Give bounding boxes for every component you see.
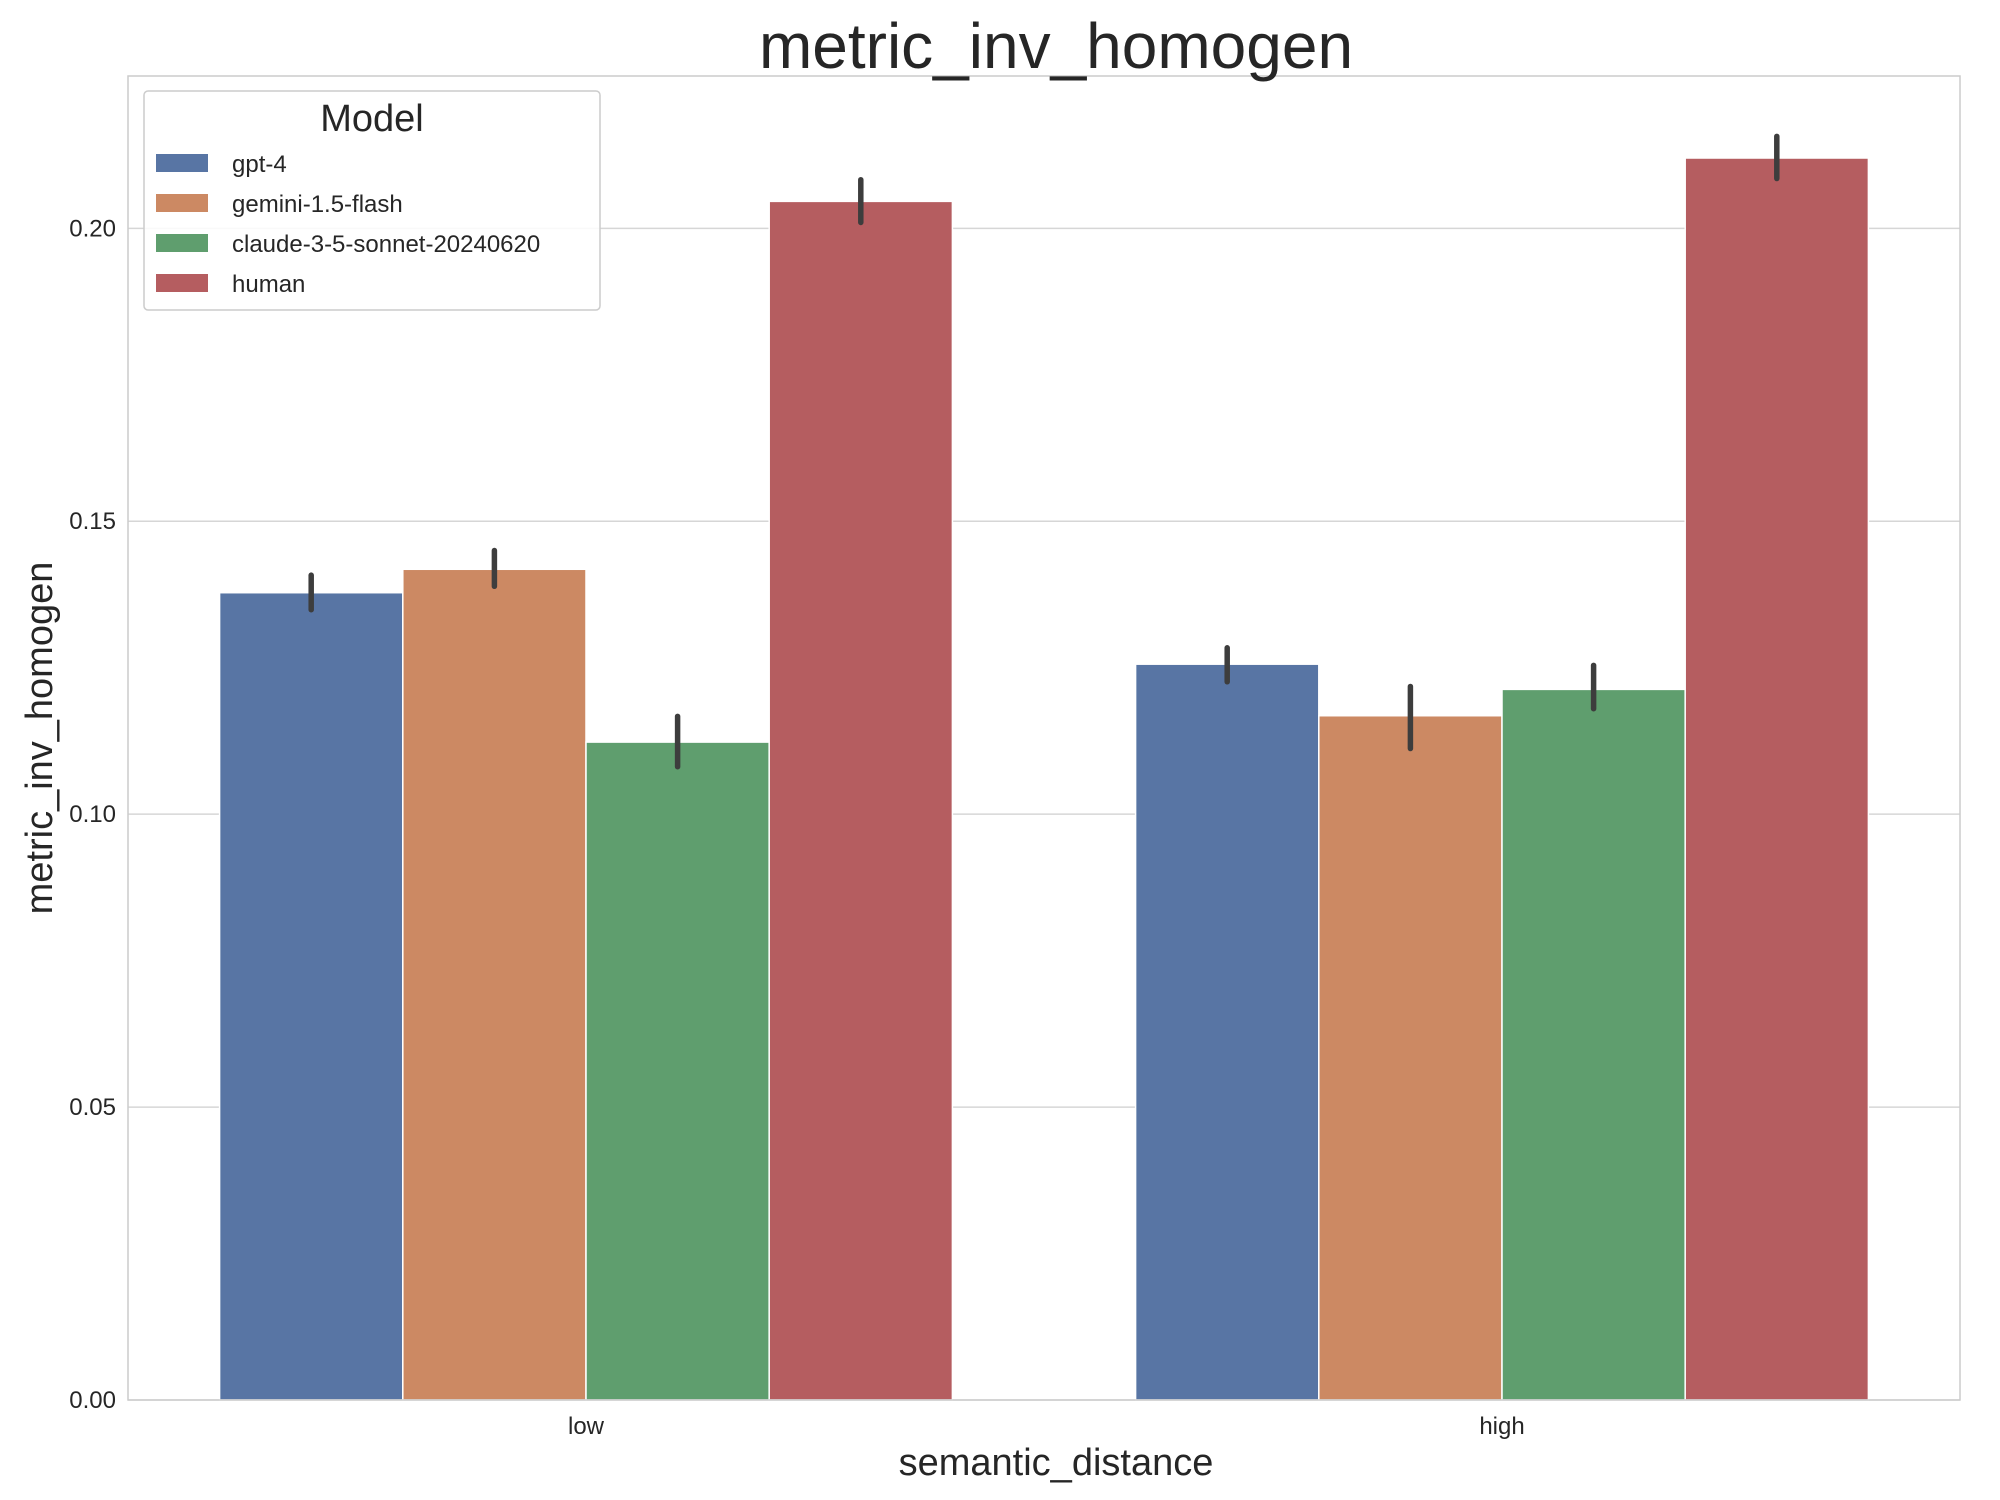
bar-human-low [768, 200, 954, 1401]
legend-label: human [232, 271, 305, 298]
legend-swatch [156, 154, 208, 172]
bar-gpt-4-low [218, 591, 404, 1401]
legend-items: gpt-4 gemini-1.5-flash claude-3-5-sonnet-2… [156, 151, 540, 298]
y-tick-label: 0.15 [69, 508, 116, 535]
bar-human-high [1684, 157, 1870, 1401]
chart-title: metric_inv_homogen [759, 10, 1353, 82]
bar-claude-3-5-sonnet-20240620-low [585, 741, 770, 1401]
legend-label: claude-3-5-sonnet-20240620 [232, 231, 540, 258]
bar-claude-3-5-sonnet-20240620-high [1501, 688, 1686, 1401]
legend-title: Model [320, 98, 424, 140]
x-tick-label: high [1479, 1413, 1524, 1440]
y-axis-label: metric_inv_homogen [19, 562, 61, 915]
x-axis-ticks: low high [568, 1413, 1525, 1440]
y-tick-label: 0.20 [69, 215, 116, 242]
bars [218, 157, 1870, 1401]
error-bars [308, 133, 1780, 770]
legend-swatch [156, 194, 208, 212]
legend-label: gemini-1.5-flash [232, 191, 403, 218]
x-tick-label: low [568, 1413, 605, 1440]
y-axis-ticks: 0.00 0.05 0.10 0.15 0.20 [69, 215, 116, 1414]
bar-gemini-1.5-flash-high [1318, 714, 1503, 1401]
legend: Model gpt-4 gemini-1.5-flash claude-3-5-so… [143, 90, 601, 311]
bar-gemini-1.5-flash-low [402, 568, 587, 1401]
y-tick-label: 0.00 [69, 1387, 116, 1414]
legend-swatch [156, 234, 208, 252]
legend-frame [143, 90, 601, 311]
x-axis-label: semantic_distance [899, 1442, 1214, 1484]
bar-gpt-4-high [1134, 663, 1320, 1401]
y-tick-label: 0.10 [69, 801, 116, 828]
legend-label: gpt-4 [232, 151, 287, 178]
plot-frame [127, 75, 1961, 1401]
y-tick-label: 0.05 [69, 1094, 116, 1121]
legend-swatch [156, 274, 208, 292]
